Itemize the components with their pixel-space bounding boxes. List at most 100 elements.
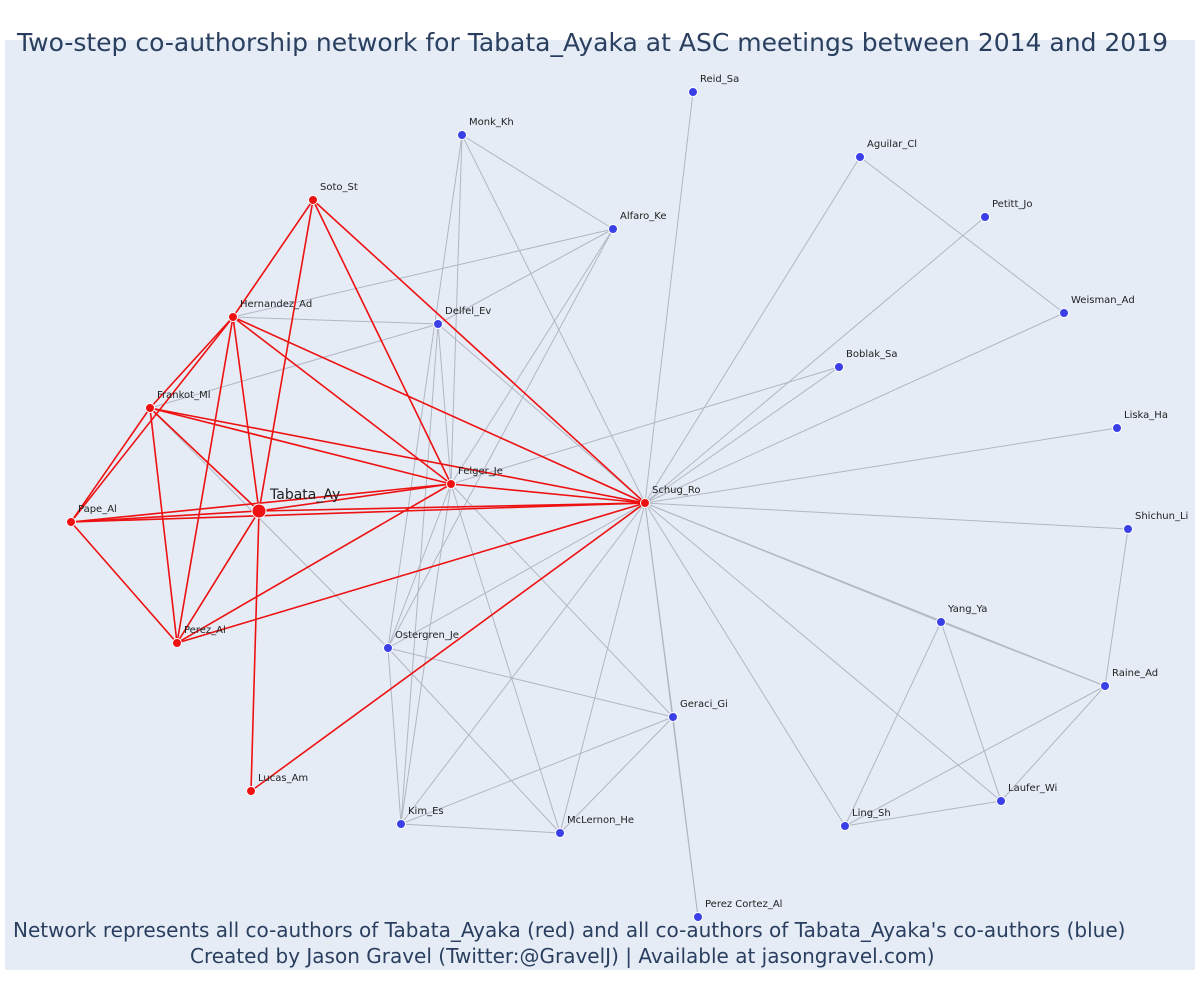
edge-delfel-schug: [437, 323, 646, 504]
edge-monk-ostergren: [387, 134, 463, 649]
edge-ling-schug: [644, 502, 846, 827]
edge-monk-felger: [450, 134, 463, 485]
edge-delfel-hernandez: [232, 316, 439, 325]
edge-tabata-hernandez: [232, 316, 260, 512]
edge-ostergren-kim: [387, 647, 402, 825]
edge-aguilar-weisman: [859, 156, 1065, 314]
nodes: [66, 87, 1133, 922]
edge-pape-felger: [70, 483, 452, 523]
node-boblak[interactable]: [834, 362, 844, 372]
edge-frankot-pape: [70, 407, 151, 523]
node-label-reid: Reid_Sa: [700, 74, 739, 85]
node-ling[interactable]: [840, 821, 850, 831]
node-label-geraci: Geraci_Gi: [680, 699, 728, 710]
edge-pape-perez_al: [70, 521, 178, 644]
edge-frankot-perez_al: [149, 407, 178, 644]
node-aguilar[interactable]: [855, 152, 865, 162]
node-raine[interactable]: [1100, 681, 1110, 691]
node-weisman[interactable]: [1059, 308, 1069, 318]
edge-tabata-perez_al: [176, 510, 260, 644]
edge-boblak-felger: [450, 366, 840, 485]
edge-alfaro-felger: [450, 228, 614, 485]
edge-raine-laufer: [1000, 685, 1106, 802]
edge-hernandez-frankot: [149, 316, 234, 409]
edge-raine-schug: [644, 502, 1106, 687]
edge-monk-alfaro: [461, 134, 614, 230]
node-perez_al[interactable]: [172, 638, 182, 648]
node-hernandez[interactable]: [228, 312, 238, 322]
edge-yang-ling: [844, 621, 942, 827]
edge-tabata-frankot: [149, 407, 260, 512]
edge-felger-schug: [450, 483, 646, 504]
edge-geraci-mclernon: [559, 716, 674, 834]
node-label-raine: Raine_Ad: [1112, 668, 1158, 679]
node-label-schug: Schug_Ro: [652, 485, 701, 496]
edge-hernandez-felger: [232, 316, 452, 485]
node-label-lucas: Lucas_Am: [258, 773, 308, 784]
node-reid[interactable]: [688, 87, 698, 97]
node-label-mclernon: McLernon_He: [567, 815, 634, 826]
edge-perez_cortez-schug: [644, 502, 699, 918]
node-label-aguilar: Aguilar_Cl: [867, 139, 917, 150]
edge-perez_al-schug: [176, 502, 646, 644]
node-lucas[interactable]: [246, 786, 256, 796]
edge-ostergren-mclernon: [387, 647, 561, 834]
node-alfaro[interactable]: [608, 224, 618, 234]
node-schug[interactable]: [640, 498, 650, 508]
node-label-kim: Kim_Es: [408, 806, 444, 817]
edge-shichun-raine: [1104, 528, 1129, 687]
edge-geraci-felger: [450, 483, 674, 718]
node-label-laufer: Laufer_Wi: [1008, 783, 1057, 794]
node-label-alfaro: Alfaro_Ke: [620, 211, 667, 222]
edge-laufer-ling: [844, 800, 1002, 827]
edge-frankot-felger: [149, 407, 452, 485]
node-kim[interactable]: [396, 819, 406, 829]
edge-aguilar-schug: [644, 156, 861, 504]
node-label-tabata: Tabata_Ay: [269, 487, 340, 503]
edge-alfaro-hernandez: [232, 228, 614, 318]
node-monk[interactable]: [457, 130, 467, 140]
node-pape[interactable]: [66, 517, 76, 527]
node-liska[interactable]: [1112, 423, 1122, 433]
edge-monk-schug: [461, 134, 646, 504]
edge-laufer-schug: [644, 502, 1002, 802]
node-frankot[interactable]: [145, 403, 155, 413]
node-label-shichun: Shichun_Li: [1135, 511, 1188, 522]
node-ostergren[interactable]: [383, 643, 393, 653]
node-label-hernandez: Hernandez_Ad: [240, 299, 312, 310]
node-delfel[interactable]: [433, 319, 443, 329]
gray-edges: [149, 91, 1129, 918]
node-shichun[interactable]: [1123, 524, 1133, 534]
node-label-frankot: Frankot_Ml: [157, 390, 210, 401]
node-label-monk: Monk_Kh: [469, 117, 514, 128]
node-labels: Tabata_Ay Soto_St Hernandez_Ad Frankot_Ml Pa…: [78, 74, 1188, 910]
edge-shichun-schug: [644, 502, 1129, 530]
node-laufer[interactable]: [996, 796, 1006, 806]
edge-soto-hernandez: [232, 199, 314, 318]
node-felger[interactable]: [446, 479, 456, 489]
node-tabata[interactable]: [251, 503, 267, 519]
edge-boblak-schug: [644, 366, 840, 504]
edge-delfel-frankot: [149, 323, 439, 409]
node-perez_cortez[interactable]: [693, 912, 703, 922]
edge-soto-schug: [312, 199, 646, 504]
node-label-delfel: Delfel_Ev: [445, 306, 491, 317]
node-mclernon[interactable]: [555, 828, 565, 838]
footer-legend-note: Network represents all co-authors of Tab…: [13, 918, 1126, 942]
edge-ostergren-felger: [387, 483, 452, 649]
edge-ostergren-frankot: [149, 407, 389, 649]
footer-credit: Created by Jason Gravel (Twitter:@Gravel…: [190, 944, 935, 968]
edge-hernandez-perez_al: [176, 316, 234, 644]
node-soto[interactable]: [308, 195, 318, 205]
node-label-yang: Yang_Ya: [947, 604, 987, 615]
node-petitt[interactable]: [980, 212, 990, 222]
node-label-liska: Liska_Ha: [1124, 410, 1168, 421]
node-label-petitt: Petitt_Jo: [992, 199, 1032, 210]
edge-pape-schug: [70, 502, 646, 523]
edge-kim-schug: [400, 502, 646, 825]
edge-mclernon-felger: [450, 483, 561, 834]
edge-perez_al-felger: [176, 483, 452, 644]
node-geraci[interactable]: [668, 712, 678, 722]
node-label-pape: Pape_Al: [78, 504, 117, 515]
node-yang[interactable]: [936, 617, 946, 627]
